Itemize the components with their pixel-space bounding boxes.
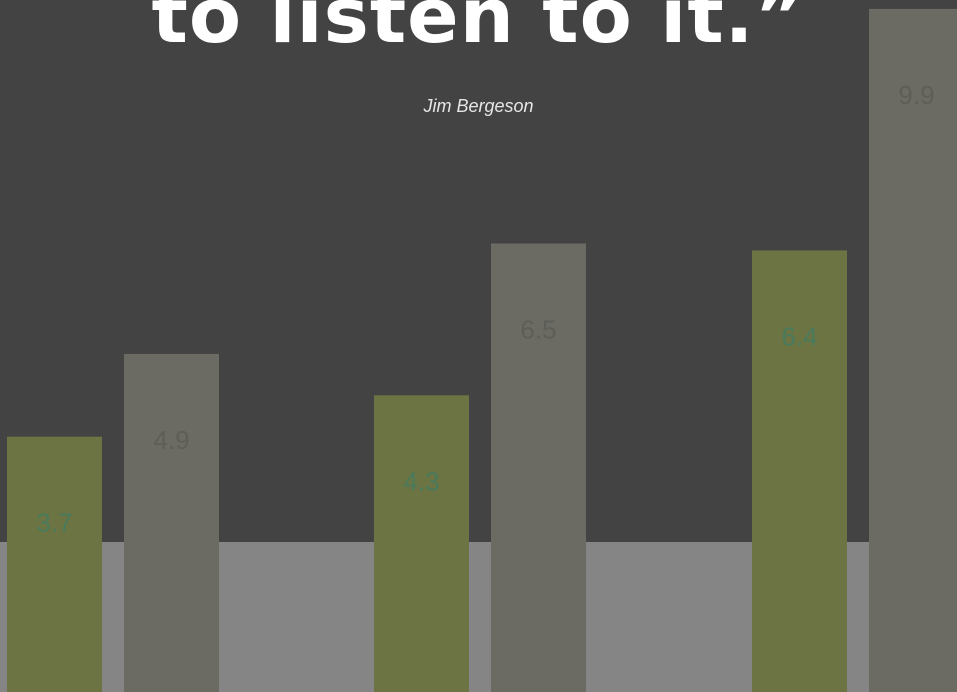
bar-s1-g0 bbox=[124, 353, 219, 692]
bar-s0-g2 bbox=[752, 250, 847, 692]
bar-s0-g0 bbox=[7, 436, 102, 692]
quote-author: Jim Bergeson bbox=[423, 96, 534, 116]
bar-value-label: 3.7 bbox=[36, 508, 72, 538]
bar-value-label: 9.9 bbox=[898, 80, 934, 110]
bar-value-label: 4.3 bbox=[403, 466, 439, 496]
bar-s0-g1 bbox=[374, 395, 469, 692]
bar-value-label: 6.4 bbox=[781, 321, 817, 351]
bar-s1-g2 bbox=[869, 8, 957, 692]
quote-text: to listen to it.” bbox=[151, 0, 806, 60]
bar-value-label: 6.5 bbox=[520, 315, 556, 345]
bar-value-label: 4.9 bbox=[153, 425, 189, 455]
bar-s1-g1 bbox=[491, 243, 586, 692]
